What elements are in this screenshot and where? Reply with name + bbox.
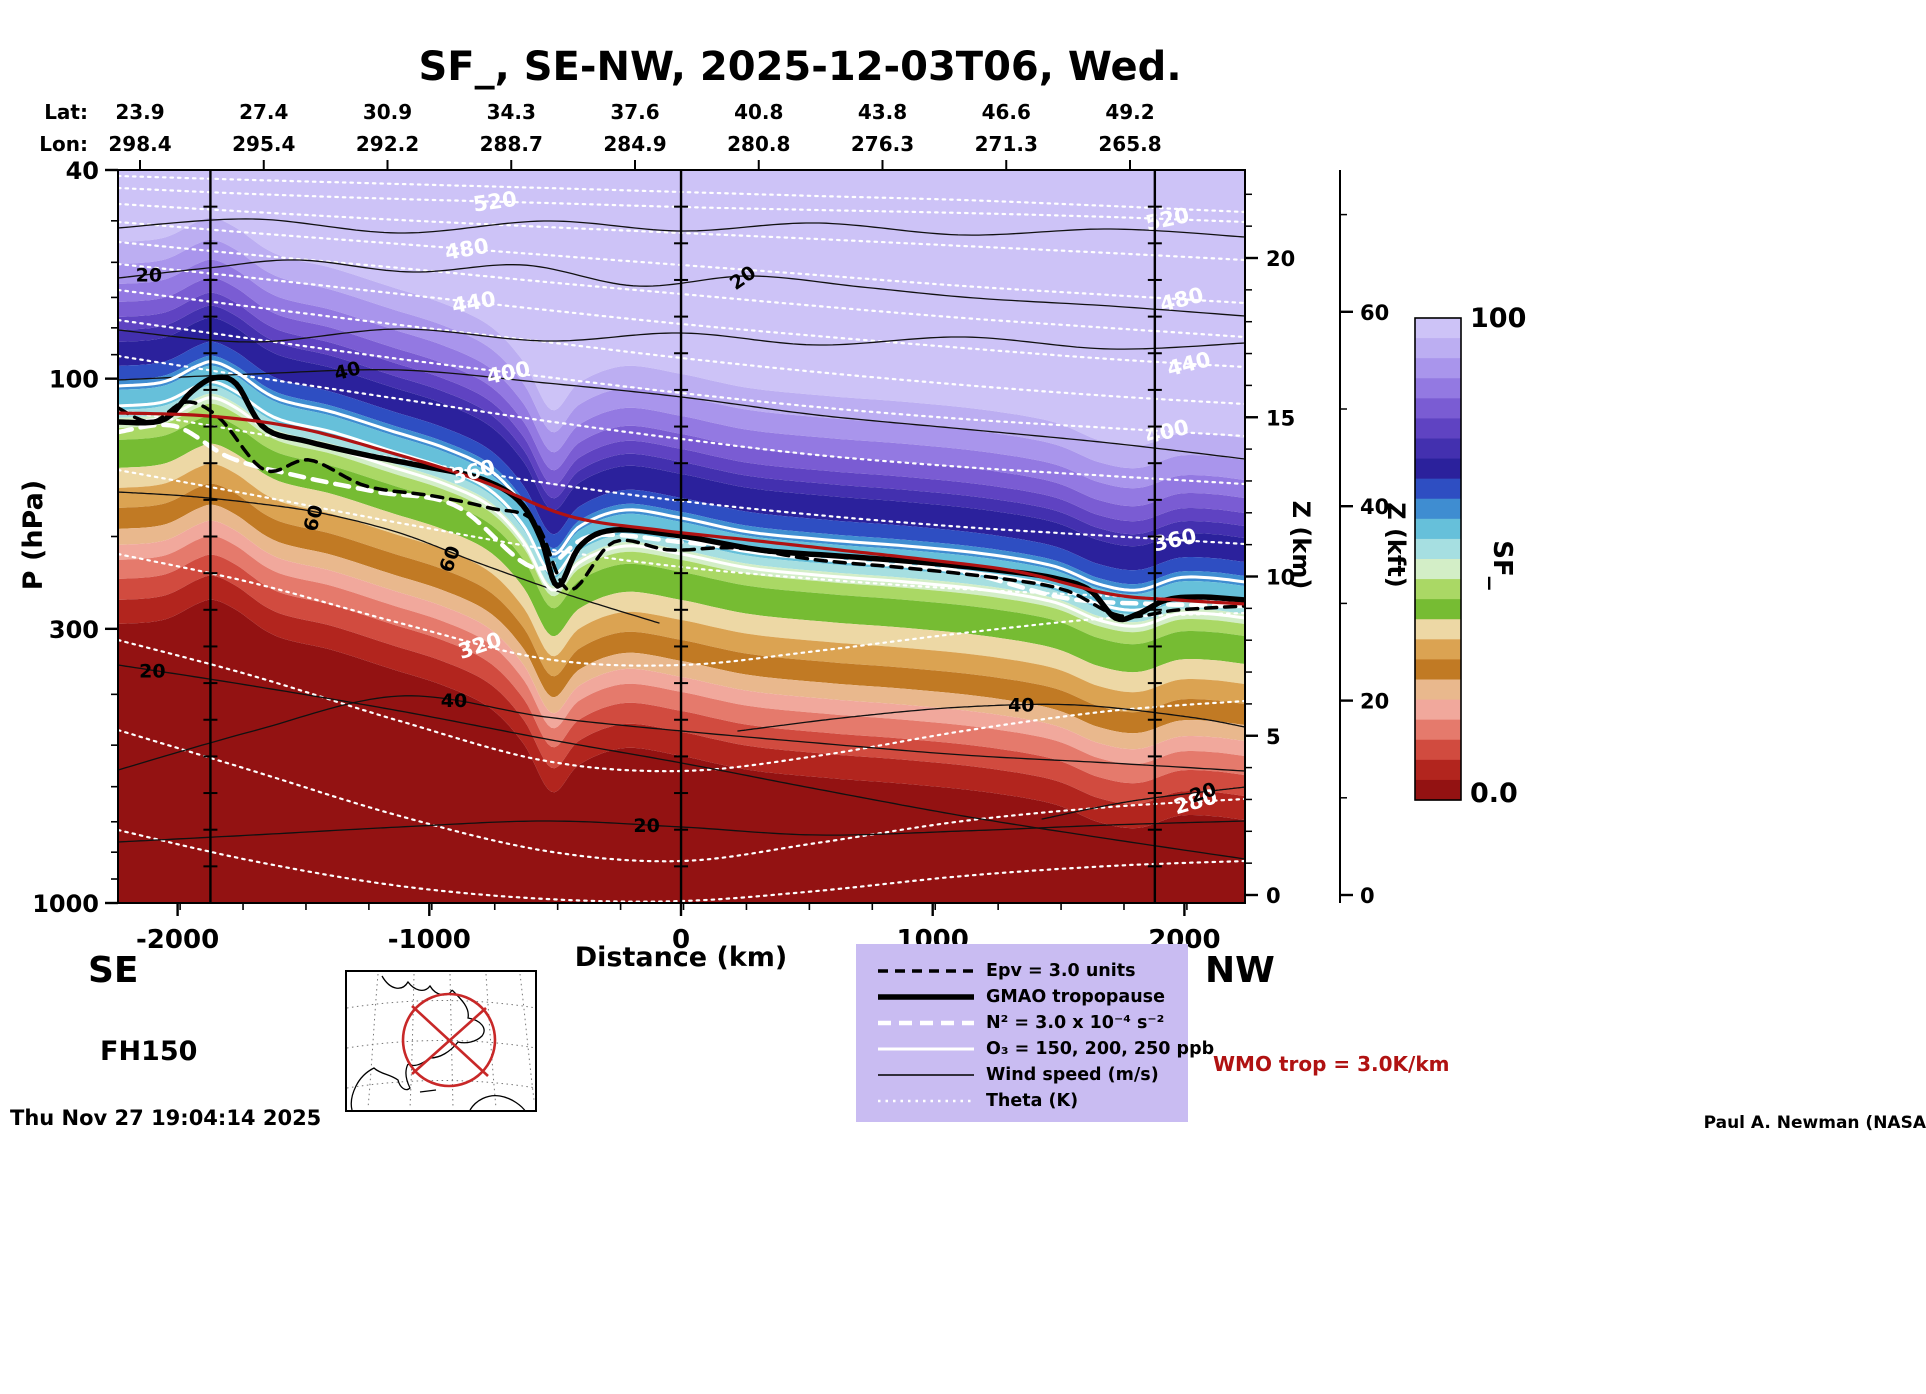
- nw-endpoint-label: NW: [1205, 950, 1275, 991]
- lon-value: 288.7: [479, 132, 543, 156]
- distance-axis-title: Distance (km): [574, 942, 788, 973]
- legend: Epv = 3.0 units GMAO tropopause N² = 3.0…: [856, 944, 1214, 1122]
- lat-value: 30.9: [362, 100, 413, 124]
- lon-value: 295.4: [232, 132, 296, 156]
- colorbar-min-label: 0.0: [1470, 778, 1518, 809]
- z-km-axis-title: Z (km): [1287, 500, 1315, 590]
- gmao-line-sample: [878, 994, 974, 1000]
- tick-label: 40: [66, 157, 99, 185]
- tick-label: 5: [1266, 725, 1281, 749]
- tick-label: 40: [1008, 695, 1034, 717]
- lat-value: 27.4: [239, 100, 289, 124]
- lon-value: 292.2: [355, 132, 420, 156]
- figure-title: SF_, SE-NW, 2025-12-03T06, Wed.: [418, 44, 1182, 90]
- credit-label: Paul A. Newman (NASA: [1703, 1113, 1926, 1133]
- lat-value: 34.3: [486, 100, 536, 124]
- tick-label: 15: [1266, 406, 1295, 430]
- sf-filled-contours: [118, 170, 1245, 903]
- tick-label: 20: [1266, 247, 1295, 271]
- lon-row-label: Lon:: [39, 132, 88, 156]
- wind-line-sample: [878, 1074, 974, 1076]
- lon-value: 284.9: [603, 132, 667, 156]
- tick-label: 100: [49, 366, 99, 394]
- tick-label: 20: [139, 660, 165, 682]
- theta-line-sample: [878, 1099, 974, 1103]
- map-graticule: [346, 973, 537, 1109]
- tick-label: 20: [136, 265, 162, 287]
- legend-item-n2: N² = 3.0 x 10⁻⁴ s⁻²: [876, 1010, 1188, 1036]
- tick-label: -1000: [388, 925, 471, 955]
- map-cross-section-x: [411, 1005, 489, 1077]
- colorbar-title: SF_: [1487, 540, 1517, 590]
- tick-label: -2000: [136, 925, 219, 955]
- map-domain-circle: [401, 992, 497, 1088]
- se-endpoint-label: SE: [88, 950, 139, 991]
- lon-value: 265.8: [1098, 132, 1162, 156]
- map-border: [345, 970, 537, 1112]
- legend-label-n2: N² = 3.0 x 10⁻⁴ s⁻²: [986, 1013, 1165, 1033]
- legend-label-epv: Epv = 3.0 units: [986, 961, 1136, 981]
- legend-label-wind: Wind speed (m/s): [986, 1065, 1159, 1085]
- tick-label: 0: [1360, 884, 1375, 908]
- tick-label: 20: [1360, 690, 1389, 714]
- legend-label-o3: O₃ = 150, 200, 250 ppb: [986, 1039, 1215, 1059]
- n2-line-sample: [878, 1020, 974, 1026]
- lon-value: 298.4: [108, 132, 172, 156]
- lon-value: 271.3: [974, 132, 1038, 156]
- legend-item-epv: Epv = 3.0 units: [876, 958, 1188, 984]
- legend-item-o3: O₃ = 150, 200, 250 ppb: [876, 1036, 1214, 1062]
- legend-label-gmao: GMAO tropopause: [986, 987, 1165, 1007]
- legend-item-wind: Wind speed (m/s): [876, 1062, 1188, 1088]
- tick-label: 0: [672, 925, 690, 955]
- lat-value: 49.2: [1105, 100, 1155, 124]
- lat-value: 43.8: [857, 100, 908, 124]
- tick-label: 40: [1360, 495, 1389, 519]
- lon-value: 280.8: [727, 132, 791, 156]
- wmo-trop-note: WMO trop = 3.0K/km: [1213, 1052, 1450, 1076]
- legend-item-theta: Theta (K): [876, 1088, 1188, 1114]
- legend-item-gmao: GMAO tropopause: [876, 984, 1188, 1010]
- tick-label: 300: [49, 616, 99, 644]
- creation-timestamp: Thu Nov 27 19:04:14 2025: [10, 1106, 322, 1130]
- lat-value: 23.9: [115, 100, 165, 124]
- tick-label: 40: [441, 690, 467, 712]
- pressure-axis-title: P (hPa): [18, 479, 49, 591]
- o3-line-sample: [878, 1047, 974, 1051]
- tick-label: 20: [633, 815, 659, 837]
- lat-value: 40.8: [734, 100, 784, 124]
- forecast-hour-label: FH150: [100, 1036, 198, 1067]
- z-kft-axis-title: Z (kft): [1382, 502, 1410, 588]
- colorbar-max-label: 100: [1470, 303, 1527, 334]
- colorbar: [1414, 317, 1462, 801]
- tick-label: 0: [1266, 884, 1281, 908]
- lat-value: 37.6: [610, 100, 660, 124]
- lat-row-label: Lat:: [44, 100, 88, 124]
- tick-label: 10: [1266, 566, 1295, 590]
- legend-label-theta: Theta (K): [986, 1091, 1079, 1111]
- lat-value: 46.6: [981, 100, 1031, 124]
- tick-label: 1000: [32, 890, 99, 918]
- map-inset: [345, 970, 537, 1112]
- tick-label: 60: [1360, 301, 1389, 325]
- epv-line-sample: [878, 969, 974, 973]
- lon-value: 276.3: [850, 132, 915, 156]
